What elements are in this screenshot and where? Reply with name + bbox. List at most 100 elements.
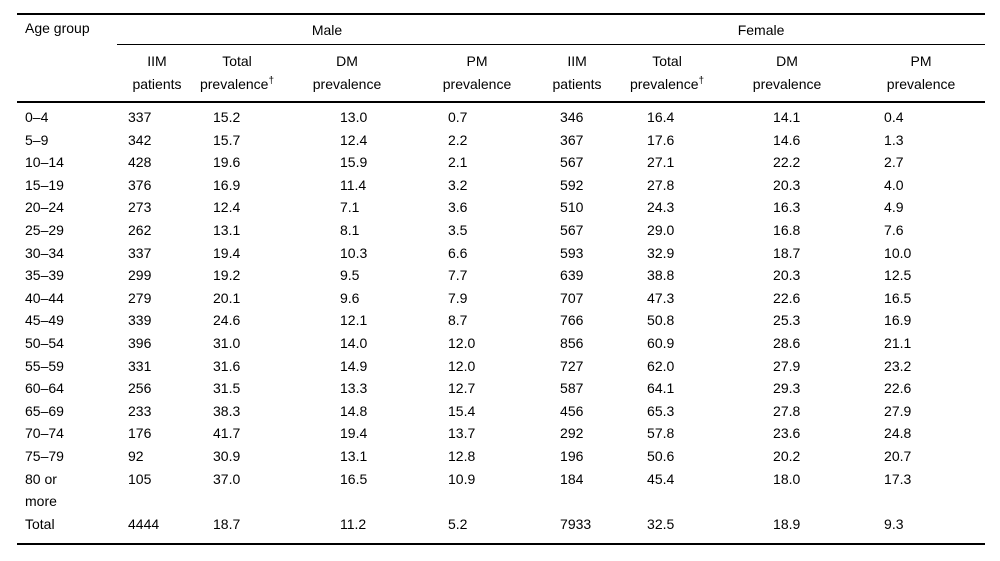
column-header-line2: prevalence bbox=[312, 75, 382, 92]
value-cell: 14.1 bbox=[773, 109, 801, 125]
value-cell: 22.2 bbox=[773, 154, 801, 171]
table-row: 50–54 396 31.0 14.0 12.0 856 60.9 28.6 21.1 bbox=[17, 332, 985, 355]
value-cell: 7.1 bbox=[340, 199, 360, 216]
column-header-line1: Total bbox=[222, 53, 252, 69]
column-header-line2: prevalence bbox=[442, 75, 512, 92]
value-cell: 12.5 bbox=[884, 267, 912, 284]
value-cell: 12.7 bbox=[448, 380, 476, 397]
age-cell: 20–24 bbox=[25, 199, 64, 216]
value-cell: 12.8 bbox=[448, 447, 476, 464]
value-cell: 24.8 bbox=[884, 425, 912, 442]
table-row: 40–44 279 20.1 9.6 7.9 707 47.3 22.6 16.5 bbox=[17, 287, 985, 310]
column-header-line1: PM bbox=[466, 53, 488, 69]
group-header-row: Age group Male Female bbox=[17, 14, 986, 103]
value-cell: 13.3 bbox=[340, 380, 368, 397]
value-cell: 32.9 bbox=[647, 244, 675, 261]
value-cell: 2.1 bbox=[448, 154, 468, 171]
age-cell: 0–4 bbox=[25, 109, 49, 125]
age-cell: 50–54 bbox=[25, 334, 64, 351]
value-cell: 105 bbox=[128, 470, 152, 487]
column-header-line2: prevalence† bbox=[630, 74, 705, 92]
prevalence-table: Age group Male Female IIM patients Total… bbox=[17, 13, 986, 546]
age-cell: 10–14 bbox=[25, 154, 64, 171]
dagger-symbol: † bbox=[698, 74, 705, 86]
value-cell: 12.0 bbox=[448, 334, 476, 351]
table-header: Age group Male Female IIM patients Total… bbox=[17, 14, 986, 103]
value-cell: 22.6 bbox=[884, 380, 912, 397]
table-row: 0–4 337 15.2 13.0 0.7 346 16.4 14.1 0.4 bbox=[17, 102, 985, 129]
table-row: 25–29 262 13.1 8.1 3.5 567 29.0 16.8 7.6 bbox=[17, 219, 985, 242]
age-cell: 80 or more bbox=[25, 470, 57, 510]
value-cell: 587 bbox=[560, 380, 584, 397]
value-cell: 13.7 bbox=[448, 425, 476, 442]
value-cell: 62.0 bbox=[647, 357, 675, 374]
value-cell: 1.3 bbox=[884, 131, 904, 148]
column-header-line2: prevalence bbox=[752, 75, 822, 92]
value-cell: 4444 bbox=[128, 515, 160, 532]
value-cell: 28.6 bbox=[773, 334, 801, 351]
value-cell: 21.1 bbox=[884, 334, 912, 351]
column-header-male-iim-patients: IIM patients bbox=[117, 44, 197, 103]
column-header-line1: DM bbox=[776, 53, 798, 69]
column-header-line2: patients bbox=[552, 75, 602, 92]
value-cell: 2.7 bbox=[884, 154, 904, 171]
value-cell: 567 bbox=[560, 221, 584, 238]
age-cell: 70–74 bbox=[25, 425, 64, 442]
value-cell: 337 bbox=[128, 109, 152, 125]
value-cell: 176 bbox=[128, 425, 152, 442]
value-cell: 31.5 bbox=[213, 380, 241, 397]
column-header-line1: IIM bbox=[147, 53, 167, 69]
value-cell: 256 bbox=[128, 380, 152, 397]
value-cell: 18.0 bbox=[773, 470, 801, 487]
value-cell: 766 bbox=[560, 312, 584, 329]
value-cell: 29.3 bbox=[773, 380, 801, 397]
value-cell: 13.1 bbox=[213, 221, 241, 238]
value-cell: 8.1 bbox=[340, 221, 360, 238]
age-cell: 60–64 bbox=[25, 380, 64, 397]
age-cell: Total bbox=[25, 515, 55, 532]
table-row: 30–34 337 19.4 10.3 6.6 593 32.9 18.7 10.0 bbox=[17, 242, 985, 265]
value-cell: 9.6 bbox=[340, 289, 360, 306]
table-row: 60–64 256 31.5 13.3 12.7 587 64.1 29.3 22.6 bbox=[17, 377, 985, 400]
value-cell: 3.5 bbox=[448, 221, 468, 238]
dagger-symbol: † bbox=[268, 74, 275, 86]
value-cell: 20.2 bbox=[773, 447, 801, 464]
value-cell: 4.9 bbox=[884, 199, 904, 216]
sub-header-row: IIM patients Total prevalence† DM preval… bbox=[17, 44, 986, 103]
value-cell: 11.2 bbox=[340, 515, 367, 532]
value-cell: 24.3 bbox=[647, 199, 675, 216]
value-cell: 27.9 bbox=[884, 402, 912, 419]
value-cell: 65.3 bbox=[647, 402, 675, 419]
table-row: 70–74 176 41.7 19.4 13.7 292 57.8 23.6 24.8 bbox=[17, 422, 985, 445]
value-cell: 10.9 bbox=[448, 470, 476, 487]
value-cell: 14.0 bbox=[340, 334, 368, 351]
value-cell: 14.8 bbox=[340, 402, 368, 419]
value-cell: 0.4 bbox=[884, 109, 904, 125]
value-cell: 30.9 bbox=[213, 447, 241, 464]
value-cell: 32.5 bbox=[647, 515, 675, 532]
column-header-female-iim-patients: IIM patients bbox=[537, 44, 618, 103]
value-cell: 376 bbox=[128, 176, 152, 193]
value-cell: 3.2 bbox=[448, 176, 468, 193]
value-cell: 12.4 bbox=[213, 199, 241, 216]
value-cell: 639 bbox=[560, 267, 584, 284]
value-cell: 7.7 bbox=[448, 267, 468, 284]
value-cell: 567 bbox=[560, 154, 584, 171]
column-header-male-pm-prevalence: PM prevalence bbox=[417, 44, 538, 103]
value-cell: 18.7 bbox=[773, 244, 801, 261]
column-header-line2: prevalence† bbox=[199, 74, 275, 92]
table-row: 45–49 339 24.6 12.1 8.7 766 50.8 25.3 16.9 bbox=[17, 309, 985, 332]
value-cell: 13.1 bbox=[340, 447, 368, 464]
value-cell: 16.5 bbox=[340, 470, 368, 487]
value-cell: 4.0 bbox=[884, 176, 904, 193]
value-cell: 15.2 bbox=[213, 109, 241, 125]
value-cell: 38.3 bbox=[213, 402, 241, 419]
age-cell: 25–29 bbox=[25, 221, 64, 238]
value-cell: 31.6 bbox=[213, 357, 241, 374]
value-cell: 19.4 bbox=[340, 425, 368, 442]
value-cell: 7.9 bbox=[448, 289, 468, 306]
value-cell: 23.2 bbox=[884, 357, 912, 374]
column-header-male-dm-prevalence: DM prevalence bbox=[277, 44, 417, 103]
group-header-male: Male bbox=[117, 14, 538, 45]
value-cell: 262 bbox=[128, 221, 152, 238]
